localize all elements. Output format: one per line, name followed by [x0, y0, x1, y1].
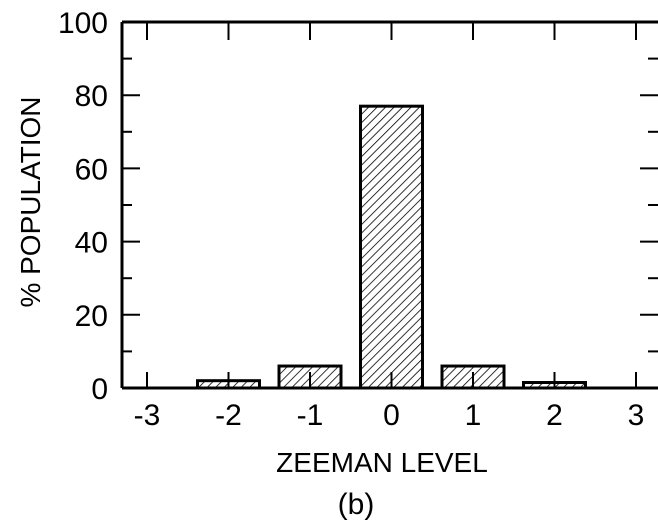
- y-tick-label-100: 100: [58, 7, 108, 40]
- y-tick-label-60: 60: [75, 153, 108, 186]
- axis-ticks: [122, 21, 658, 389]
- y-axis-title: % POPULATION: [15, 96, 46, 307]
- x-tick-label--1: -1: [297, 399, 324, 432]
- x-tick-label-3: 3: [628, 399, 645, 432]
- bar-0: [359, 104, 424, 390]
- x-tick-label--3: -3: [134, 399, 161, 432]
- y-tick-label-0: 0: [91, 373, 108, 406]
- x-tick-label-2: 2: [546, 399, 563, 432]
- y-tick-label-80: 80: [75, 80, 108, 113]
- x-axis-title: ZEEMAN LEVEL: [276, 447, 488, 478]
- x-tick-label-1: 1: [465, 399, 482, 432]
- figure-caption: (b): [338, 488, 375, 521]
- x-tick-label-0: 0: [383, 399, 400, 432]
- tick-labels: -3 -2 -1 0 1 2 3 0 20 40 60 80 100: [58, 7, 644, 432]
- y-tick-label-40: 40: [75, 227, 108, 260]
- x-tick-label--2: -2: [215, 399, 242, 432]
- y-tick-label-20: 20: [75, 300, 108, 333]
- bars: [196, 104, 587, 390]
